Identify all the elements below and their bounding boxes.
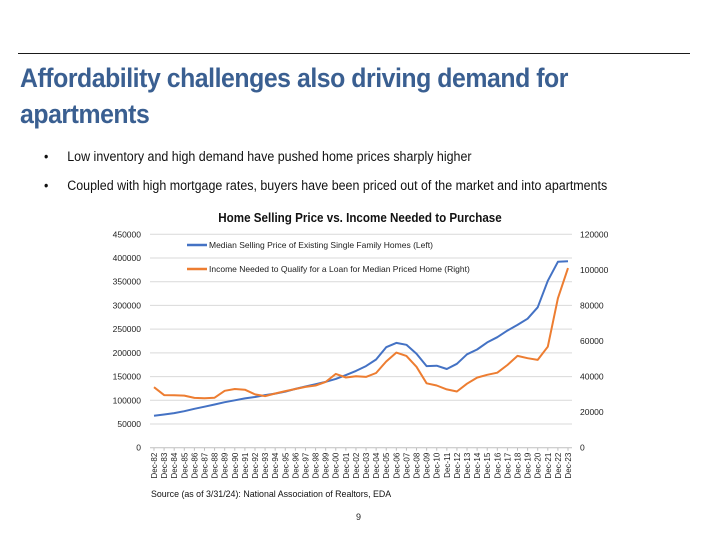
x-tick-label: Dec-01 (342, 452, 351, 478)
y-right-tick-label: 60000 (580, 336, 604, 346)
x-tick-label: Dec-87 (200, 452, 209, 478)
y-right-tick-label: 80000 (580, 300, 604, 310)
header-rule (18, 53, 690, 54)
y-left-tick-label: 450000 (113, 229, 142, 239)
y-left-tick-label: 0 (136, 443, 141, 453)
x-tick-label: Dec-04 (372, 452, 381, 478)
x-axis: Dec-82 Dec-83 Dec-84 Dec-85 Dec-86 Dec-87 Dec-… (150, 447, 573, 478)
x-tick-label: Dec-19 (524, 452, 533, 478)
x-tick-label: Dec-12 (453, 452, 462, 478)
y-left-tick-label: 350000 (113, 277, 142, 287)
x-tick-label: Dec-96 (291, 452, 300, 478)
x-tick-label: Dec-00 (332, 452, 341, 478)
series-lines (153, 260, 569, 417)
x-tick-label: Dec-88 (211, 452, 220, 478)
y-left-tick-label: 300000 (113, 300, 142, 310)
bullet-list: • Low inventory and high demand have pus… (44, 148, 650, 206)
bullet-item: • Coupled with high mortgage rates, buye… (44, 177, 607, 206)
x-tick-label: Dec-92 (251, 452, 260, 478)
page-number: 9 (356, 512, 362, 522)
x-tick-label: Dec-98 (312, 452, 321, 478)
y-right-tick-label: 20000 (580, 407, 604, 417)
bullet-icon: • (44, 178, 49, 193)
x-tick-label: Dec-91 (241, 452, 250, 478)
x-tick-label: Dec-02 (352, 452, 361, 478)
y-left-tick-label: 250000 (113, 324, 142, 334)
legend: Median Selling Price of Existing Single … (187, 240, 470, 274)
x-tick-label: Dec-07 (402, 452, 411, 478)
source-note: Source (as of 3/31/24): National Associa… (151, 489, 392, 500)
x-tick-label: Dec-17 (503, 452, 512, 478)
bullet-item: • Low inventory and high demand have pus… (44, 148, 607, 177)
x-tick-label: Dec-83 (160, 452, 169, 478)
series-line-income (153, 267, 569, 400)
legend-label-price: Median Selling Price of Existing Single … (209, 240, 433, 250)
x-tick-label: Dec-11 (443, 452, 452, 478)
y-right-tick-label: 120000 (580, 229, 609, 239)
x-tick-label: Dec-94 (271, 452, 280, 478)
x-tick-label: Dec-16 (493, 452, 502, 478)
x-tick-label: Dec-09 (423, 452, 432, 478)
y-right-tick-label: 0 (580, 443, 585, 453)
x-tick-label: Dec-15 (483, 452, 492, 478)
y-axis-right: 0 20000 40000 60000 80000 100000 120000 (580, 229, 609, 452)
y-left-tick-label: 200000 (113, 348, 142, 358)
y-left-tick-label: 150000 (113, 372, 142, 382)
y-right-tick-label: 40000 (580, 372, 604, 382)
y-left-tick-label: 400000 (113, 253, 142, 263)
x-tick-label: Dec-18 (514, 452, 523, 478)
x-tick-label: Dec-82 (150, 452, 159, 478)
series-line-price (153, 260, 569, 417)
x-tick-label: Dec-90 (231, 452, 240, 478)
x-tick-label: Dec-84 (170, 452, 179, 478)
chart-title: Home Selling Price vs. Income Needed to … (218, 211, 502, 225)
x-tick-label: Dec-03 (362, 452, 371, 478)
y-right-tick-label: 100000 (580, 265, 609, 275)
x-tick-label: Dec-06 (392, 452, 401, 478)
y-left-tick-label: 50000 (117, 419, 141, 429)
bullet-icon: • (44, 149, 49, 164)
line-chart: Home Selling Price vs. Income Needed to … (113, 211, 609, 479)
x-tick-label: Dec-21 (544, 452, 553, 478)
x-tick-label: Dec-05 (382, 452, 391, 478)
x-tick-label: Dec-99 (322, 452, 331, 478)
y-left-tick-label: 100000 (113, 395, 142, 405)
x-tick-label: Dec-97 (301, 452, 310, 478)
slide-title: Affordability challenges also driving de… (20, 63, 568, 129)
legend-label-income: Income Needed to Qualify for a Loan for … (209, 264, 470, 274)
x-tick-label: Dec-86 (190, 452, 199, 478)
bullet-text: Low inventory and high demand have pushe… (67, 149, 472, 164)
x-tick-label: Dec-95 (281, 452, 290, 478)
y-axis-left: 0 50000 100000 150000 200000 250000 300000 3500… (113, 229, 142, 452)
x-tick-label: Dec-14 (473, 452, 482, 478)
x-tick-label: Dec-10 (433, 452, 442, 478)
x-tick-label: Dec-85 (180, 452, 189, 478)
x-tick-label: Dec-93 (261, 452, 270, 478)
x-tick-label: Dec-89 (221, 452, 230, 478)
x-tick-label: Dec-23 (564, 452, 573, 478)
x-tick-label: Dec-20 (534, 452, 543, 478)
x-tick-label: Dec-08 (413, 452, 422, 478)
bullet-text: Coupled with high mortgage rates, buyers… (67, 178, 608, 193)
x-tick-label: Dec-22 (554, 452, 563, 478)
x-tick-label: Dec-13 (463, 452, 472, 478)
